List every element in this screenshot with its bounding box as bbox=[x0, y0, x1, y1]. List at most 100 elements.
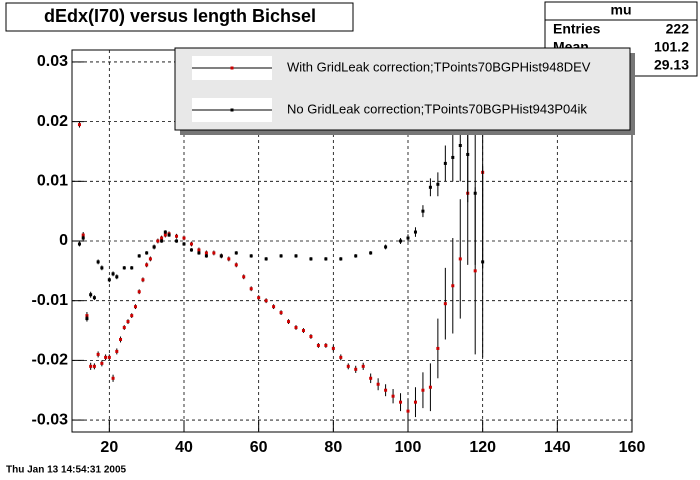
point bbox=[137, 290, 141, 294]
point bbox=[451, 284, 455, 288]
point bbox=[137, 254, 141, 258]
point bbox=[92, 364, 96, 368]
legend-label: With GridLeak correction;TPoints70BGPHis… bbox=[287, 59, 591, 74]
stats-label: Entries bbox=[553, 21, 601, 37]
point bbox=[384, 388, 388, 392]
point bbox=[294, 326, 298, 330]
point bbox=[167, 233, 171, 237]
y-tick-label: -0.02 bbox=[32, 352, 69, 369]
point bbox=[152, 245, 156, 249]
point bbox=[436, 182, 440, 186]
point bbox=[160, 236, 164, 240]
x-tick-label: 40 bbox=[175, 439, 193, 456]
point bbox=[145, 251, 149, 255]
point bbox=[458, 257, 462, 261]
point bbox=[115, 349, 119, 353]
point bbox=[242, 275, 246, 279]
stats-value: 222 bbox=[666, 21, 690, 37]
legend-marker bbox=[230, 66, 234, 70]
point bbox=[339, 355, 343, 359]
point bbox=[399, 239, 403, 243]
point bbox=[77, 123, 81, 127]
point bbox=[346, 364, 350, 368]
point bbox=[197, 251, 201, 255]
point bbox=[384, 245, 388, 249]
point bbox=[257, 296, 261, 300]
legend-label: No GridLeak correction;TPoints70BGPHist9… bbox=[287, 101, 587, 116]
point bbox=[130, 266, 134, 270]
point bbox=[189, 248, 193, 252]
point bbox=[122, 326, 126, 330]
legend-marker bbox=[230, 108, 234, 112]
point bbox=[96, 260, 100, 264]
title-box bbox=[5, 2, 354, 32]
y-tick-label: -0.03 bbox=[32, 411, 69, 428]
chart-title: dEdx(I70) versus length Bichsel bbox=[44, 6, 316, 26]
point bbox=[436, 346, 440, 350]
point bbox=[428, 185, 432, 189]
point bbox=[481, 260, 485, 264]
point bbox=[182, 236, 186, 240]
point bbox=[111, 376, 115, 380]
point bbox=[339, 257, 343, 261]
point bbox=[413, 230, 417, 234]
point bbox=[399, 400, 403, 404]
point bbox=[163, 233, 167, 237]
point bbox=[204, 254, 208, 258]
point bbox=[133, 305, 137, 309]
point bbox=[100, 361, 104, 365]
point bbox=[204, 251, 208, 255]
point bbox=[141, 278, 145, 282]
point bbox=[473, 191, 477, 195]
point bbox=[264, 257, 268, 261]
x-tick-label: 120 bbox=[469, 439, 496, 456]
point bbox=[361, 364, 365, 368]
point bbox=[287, 320, 291, 324]
point bbox=[294, 254, 298, 258]
point bbox=[331, 346, 335, 350]
point bbox=[212, 251, 216, 255]
point bbox=[249, 254, 253, 258]
point bbox=[81, 236, 85, 240]
x-tick-label: 20 bbox=[100, 439, 118, 456]
point bbox=[119, 337, 123, 341]
point bbox=[197, 248, 201, 252]
point bbox=[301, 329, 305, 333]
point bbox=[309, 335, 313, 338]
point bbox=[391, 394, 395, 398]
point bbox=[421, 209, 425, 213]
stats-title: mu bbox=[611, 2, 632, 18]
stats-value: 29.13 bbox=[654, 57, 689, 73]
point bbox=[309, 257, 313, 261]
point bbox=[92, 296, 96, 300]
point bbox=[81, 233, 85, 237]
point bbox=[148, 257, 152, 261]
point bbox=[111, 272, 115, 276]
point bbox=[369, 251, 373, 255]
point bbox=[89, 293, 93, 297]
point bbox=[89, 364, 93, 368]
point bbox=[227, 257, 231, 261]
point bbox=[443, 302, 447, 306]
point bbox=[406, 236, 410, 240]
point bbox=[324, 257, 328, 261]
point bbox=[272, 305, 276, 309]
point bbox=[115, 275, 119, 279]
point bbox=[264, 299, 268, 303]
point bbox=[189, 242, 193, 246]
point bbox=[316, 343, 320, 347]
point bbox=[324, 343, 328, 347]
point bbox=[458, 144, 462, 147]
point bbox=[354, 367, 358, 371]
point bbox=[443, 161, 447, 165]
y-tick-label: 0 bbox=[59, 232, 68, 249]
point bbox=[182, 242, 186, 246]
point bbox=[156, 239, 160, 243]
point bbox=[234, 251, 238, 255]
x-tick-label: 60 bbox=[250, 439, 268, 456]
y-tick-label: -0.01 bbox=[32, 292, 69, 309]
point bbox=[175, 239, 179, 243]
x-tick-label: 160 bbox=[619, 439, 646, 456]
